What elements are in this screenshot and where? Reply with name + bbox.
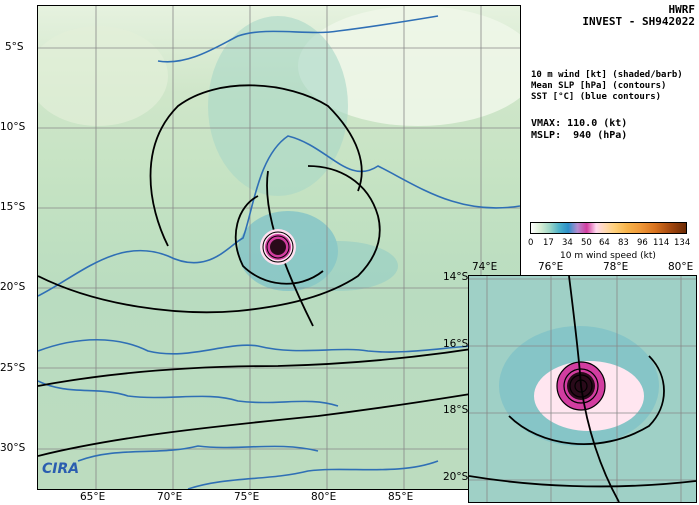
inset-map[interactable] (468, 275, 697, 503)
lon-label: 65°E (80, 491, 106, 503)
inset-lat-label: 14°S (443, 271, 469, 283)
lon-label: 85°E (388, 491, 414, 503)
lat-label: 5°S (5, 41, 24, 53)
inset-lat-label: 16°S (443, 338, 469, 350)
colorbar-tick: 83 (618, 238, 629, 248)
inset-lon-label: 80°E (668, 261, 694, 273)
lat-label: 30°S (0, 442, 26, 454)
mslp-value: MSLP: 940 (hPa) (531, 130, 628, 141)
lat-label: 25°S (0, 362, 26, 374)
inset-lat-label: 18°S (443, 404, 469, 416)
lat-label: 10°S (0, 121, 26, 133)
lat-label: 15°S (0, 201, 26, 213)
inset-lon-label: 74°E (472, 261, 498, 273)
legend-slp: Mean SLP [hPa] (contours) (531, 81, 667, 91)
storm-id: INVEST - SH942022 (582, 15, 695, 28)
colorbar-label: 10 m wind speed (kt) (560, 251, 656, 261)
lon-label: 75°E (234, 491, 260, 503)
lat-label: 20°S (0, 281, 26, 293)
vmax-value: VMAX: 110.0 (kt) (531, 118, 628, 129)
colorbar-tick: 17 (543, 238, 554, 248)
model-name: HWRF (668, 3, 696, 16)
colorbar-tick: 50 (581, 238, 592, 248)
colorbar-tick: 34 (562, 238, 573, 248)
inset-lat-label: 20°S (443, 471, 469, 483)
cira-logo: CIRA (42, 461, 80, 477)
lon-label: 70°E (157, 491, 183, 503)
main-map[interactable]: CIRA (37, 5, 521, 490)
legend-wind: 10 m wind [kt] (shaded/barb) (531, 70, 683, 80)
colorbar-tick: 0 (528, 238, 534, 248)
inset-lon-label: 76°E (538, 261, 564, 273)
legend-sst: SST [°C] (blue contours) (531, 92, 662, 102)
colorbar-tick: 114 (653, 238, 670, 248)
colorbar-tick: 64 (599, 238, 610, 248)
lon-label: 80°E (311, 491, 337, 503)
wind-colorbar (530, 222, 687, 234)
colorbar-tick: 134 (674, 238, 691, 248)
inset-lon-label: 78°E (603, 261, 629, 273)
colorbar-tick: 96 (637, 238, 648, 248)
